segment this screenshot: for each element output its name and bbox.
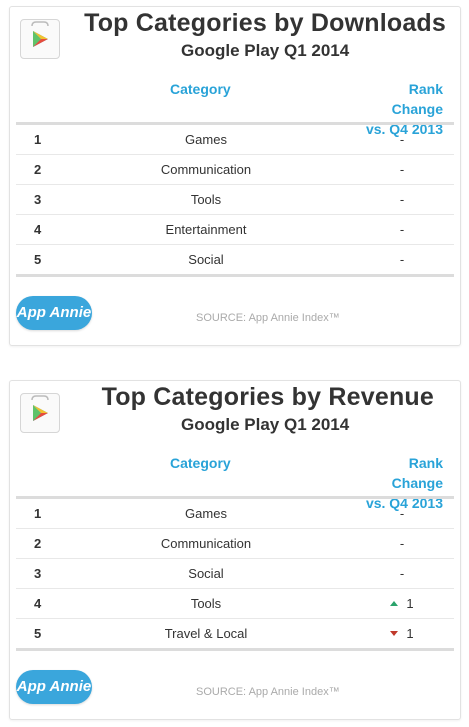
category-name: Tools bbox=[190, 192, 222, 207]
rank-change: - bbox=[362, 192, 442, 207]
panel-subtitle: Google Play Q1 2014 bbox=[181, 41, 350, 60]
source-note: SOURCE: App Annie Index™ bbox=[196, 312, 340, 324]
column-header-rank-change: Rank Change vs. Q4 2013 bbox=[355, 79, 443, 139]
source-note: SOURCE: App Annie Index™ bbox=[196, 686, 340, 698]
column-header-category: Category bbox=[170, 81, 231, 97]
app-annie-logo: App Annie bbox=[16, 296, 92, 330]
table-row: 2 Communication - bbox=[16, 529, 454, 559]
rank-number: 2 bbox=[34, 162, 42, 177]
rank-change: - bbox=[362, 132, 442, 147]
rank-header-line2: vs. Q4 2013 bbox=[365, 121, 443, 137]
rank-change-value: 1 bbox=[406, 626, 414, 641]
rank-change: - bbox=[362, 162, 442, 177]
table-row: 1 Games - bbox=[16, 499, 454, 529]
rank-change: - bbox=[362, 222, 442, 237]
rank-table: 1 Games - 2 Communication - 3 Tools - 4 … bbox=[16, 122, 454, 277]
rank-change: - bbox=[362, 566, 442, 581]
google-play-icon bbox=[20, 19, 60, 59]
rank-number: 3 bbox=[34, 192, 42, 207]
category-name: Communication bbox=[160, 162, 252, 177]
category-name: Travel & Local bbox=[164, 626, 248, 641]
rank-change: - bbox=[362, 536, 442, 551]
rank-change-value: - bbox=[399, 222, 405, 237]
google-play-icon bbox=[20, 393, 60, 433]
rank-change: - bbox=[362, 506, 442, 521]
category-name: Games bbox=[185, 132, 227, 147]
revenue-panel: Top Categories by Revenue Google Play Q1… bbox=[9, 380, 461, 720]
category-name: Communication bbox=[160, 536, 252, 551]
table-row: 2 Communication - bbox=[16, 155, 454, 185]
rank-number: 5 bbox=[34, 252, 42, 267]
panel-title: Top Categories by Downloads bbox=[84, 9, 446, 37]
panel-title: Top Categories by Revenue bbox=[101, 383, 434, 411]
table-row: 5 Travel & Local 1 bbox=[16, 619, 454, 651]
arrow-down-icon bbox=[390, 631, 399, 636]
category-name: Social bbox=[188, 252, 224, 267]
rank-number: 5 bbox=[34, 626, 42, 641]
rank-number: 2 bbox=[34, 536, 42, 551]
rank-number: 1 bbox=[34, 506, 42, 521]
rank-change-value: - bbox=[399, 132, 405, 147]
rank-header-line2: vs. Q4 2013 bbox=[365, 495, 443, 511]
app-annie-logo: App Annie bbox=[16, 670, 92, 704]
rank-table: 1 Games - 2 Communication - 3 Social - 4… bbox=[16, 496, 454, 651]
arrow-up-icon bbox=[390, 601, 399, 606]
table-row: 3 Social - bbox=[16, 559, 454, 589]
category-name: Tools bbox=[190, 596, 222, 611]
table-row: 4 Tools 1 bbox=[16, 589, 454, 619]
rank-number: 4 bbox=[34, 222, 42, 237]
rank-change-value: - bbox=[399, 252, 405, 267]
rank-change-value: - bbox=[399, 192, 405, 207]
rank-change-value: 1 bbox=[406, 596, 414, 611]
rank-number: 4 bbox=[34, 596, 42, 611]
rank-change: 1 bbox=[362, 596, 442, 611]
rank-change: 1 bbox=[362, 626, 442, 641]
column-header-rank-change: Rank Change vs. Q4 2013 bbox=[355, 453, 443, 513]
rank-number: 1 bbox=[34, 132, 42, 147]
category-name: Games bbox=[185, 506, 227, 521]
category-name: Social bbox=[188, 566, 224, 581]
rank-change: - bbox=[362, 252, 442, 267]
category-name: Entertainment bbox=[165, 222, 247, 237]
rank-header-line1: Rank Change bbox=[391, 81, 443, 117]
column-header-category: Category bbox=[170, 455, 231, 471]
table-row: 4 Entertainment - bbox=[16, 215, 454, 245]
table-row: 1 Games - bbox=[16, 125, 454, 155]
table-row: 5 Social - bbox=[16, 245, 454, 277]
rank-number: 3 bbox=[34, 566, 42, 581]
downloads-panel: Top Categories by Downloads Google Play … bbox=[9, 6, 461, 346]
table-row: 3 Tools - bbox=[16, 185, 454, 215]
rank-change-value: - bbox=[399, 566, 405, 581]
rank-header-line1: Rank Change bbox=[391, 455, 443, 491]
rank-change-value: - bbox=[399, 536, 405, 551]
rank-change-value: - bbox=[399, 162, 405, 177]
rank-change-value: - bbox=[399, 506, 405, 521]
panel-subtitle: Google Play Q1 2014 bbox=[181, 415, 350, 434]
